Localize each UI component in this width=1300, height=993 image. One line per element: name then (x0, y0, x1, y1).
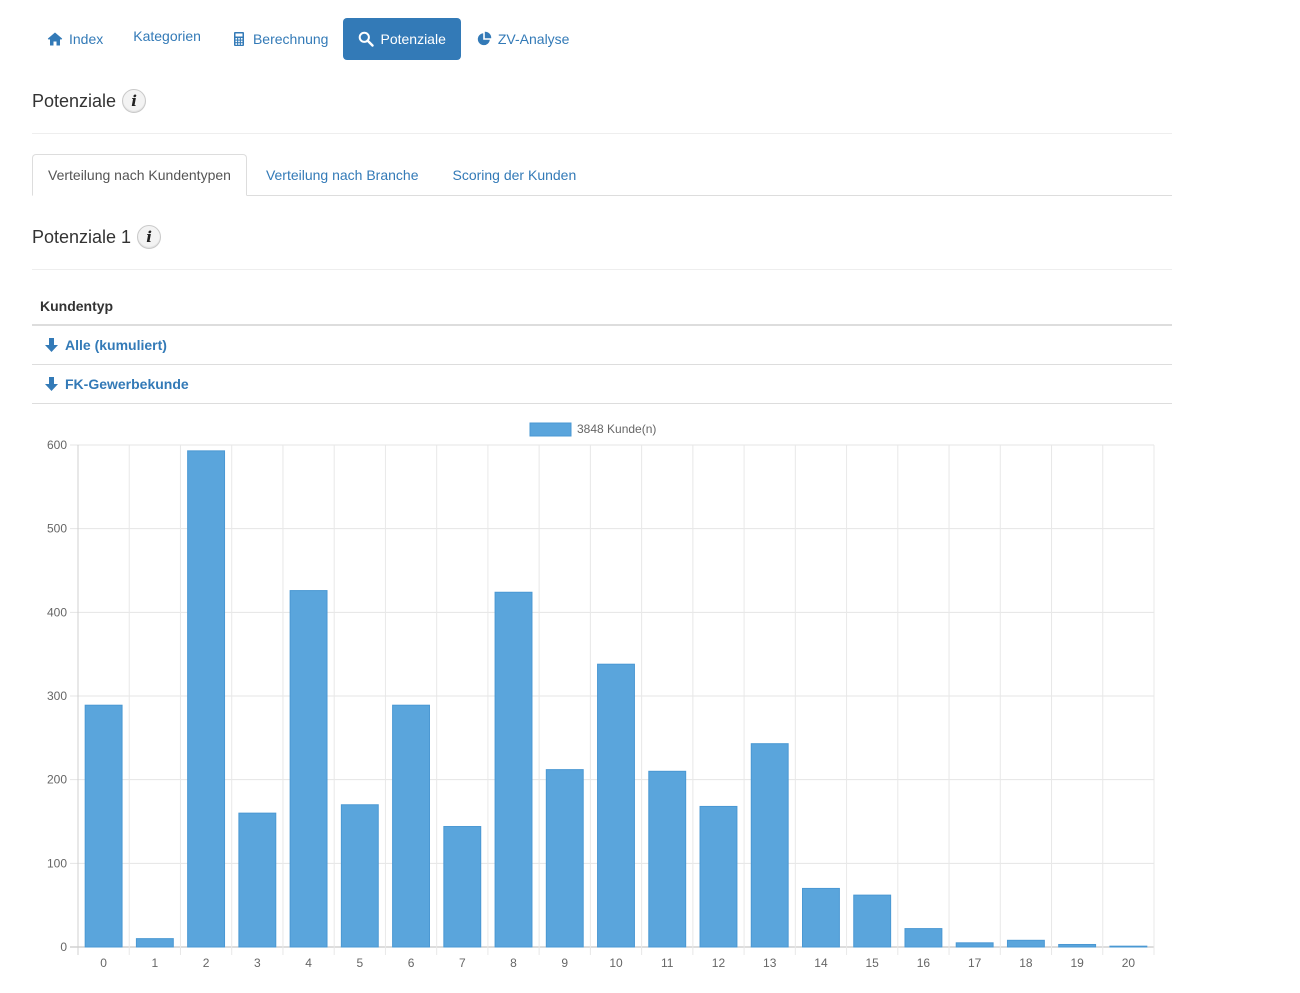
kundentyp-table: Kundentyp Alle (kumuliert) FK-Gewerbekun… (32, 288, 1172, 404)
tab-bar: Verteilung nach Kundentypen Verteilung n… (32, 154, 1172, 196)
x-tick-label: 19 (1070, 956, 1084, 970)
bar (289, 590, 328, 948)
bar (443, 826, 482, 948)
x-tick-label: 17 (968, 956, 982, 970)
section-title-text: Potenziale 1 (32, 226, 132, 247)
x-tick-label: 11 (661, 956, 674, 970)
tab-branche[interactable]: Verteilung nach Branche (265, 167, 419, 183)
y-tick-label: 600 (47, 438, 67, 452)
y-tick-label: 0 (60, 940, 67, 954)
y-tick-label: 100 (47, 856, 67, 870)
nav-index[interactable]: Index (32, 18, 118, 60)
bar (699, 805, 738, 948)
bar (392, 704, 430, 948)
bar (853, 894, 892, 948)
x-tick-label: 20 (1122, 956, 1136, 970)
x-tick-label: 14 (814, 956, 828, 970)
arrow-down-icon (44, 337, 59, 353)
table-row[interactable]: FK-Gewerbekunde (32, 365, 1172, 404)
x-tick-label: 8 (510, 956, 517, 970)
nav-berechnung[interactable]: Berechnung (216, 18, 344, 60)
home-icon (47, 31, 63, 47)
bar (955, 942, 994, 948)
x-tick-label: 7 (459, 956, 466, 970)
table-row[interactable]: Alle (kumuliert) (32, 326, 1172, 365)
bar (597, 663, 635, 948)
divider (32, 269, 1172, 270)
nav-zv-analyse-label: ZV-Analyse (497, 31, 570, 47)
nav-kategorien-label: Kategorien (133, 28, 201, 44)
info-icon[interactable]: i (122, 89, 147, 113)
legend-label: 3848 Kunde(n) (577, 422, 656, 436)
y-tick-label: 500 (47, 522, 67, 536)
bar (494, 591, 533, 948)
x-tick-label: 12 (712, 956, 726, 970)
x-tick-label: 3 (254, 956, 261, 970)
x-tick-label: 5 (356, 956, 363, 970)
tab-scoring[interactable]: Scoring der Kunden (452, 167, 577, 183)
page-title: Potenziale i (32, 89, 147, 113)
bar (187, 450, 226, 948)
nav-berechnung-label: Berechnung (252, 31, 329, 47)
x-tick-label: 18 (1019, 956, 1033, 970)
top-nav: Index Kategorien Berechnung Potenziale (32, 18, 584, 60)
info-icon[interactable]: i (137, 225, 162, 249)
y-tick-label: 200 (47, 773, 67, 787)
bar (545, 769, 584, 948)
bar (84, 704, 123, 948)
legend-swatch (529, 422, 572, 437)
nav-kategorien[interactable]: Kategorien (118, 18, 216, 60)
pie-chart-icon (476, 31, 492, 47)
calculator-icon (231, 31, 247, 47)
bar (135, 938, 174, 948)
table-header: Kundentyp (32, 288, 1172, 326)
bar (1006, 939, 1045, 948)
bar (1058, 943, 1097, 948)
x-tick-label: 2 (203, 956, 210, 970)
bar (750, 743, 789, 948)
y-tick-label: 400 (47, 605, 67, 619)
bar (904, 928, 943, 948)
table-row-label: Alle (kumuliert) (65, 337, 167, 353)
x-tick-label: 0 (100, 956, 107, 970)
bar (238, 812, 277, 948)
nav-zv-analyse[interactable]: ZV-Analyse (461, 18, 585, 60)
page-title-text: Potenziale (32, 90, 117, 111)
x-tick-label: 4 (305, 956, 312, 970)
tab-kundentypen[interactable]: Verteilung nach Kundentypen (32, 154, 247, 196)
nav-potenziale-label: Potenziale (380, 31, 446, 47)
x-tick-label: 10 (609, 956, 623, 970)
bar (802, 887, 840, 948)
y-tick-label: 300 (47, 689, 67, 703)
bar (648, 770, 687, 948)
x-tick-label: 6 (408, 956, 415, 970)
bar (1109, 945, 1148, 948)
divider (32, 133, 1172, 134)
x-tick-label: 13 (763, 956, 777, 970)
x-tick-label: 9 (561, 956, 568, 970)
arrow-down-icon (44, 376, 59, 392)
x-tick-label: 15 (866, 956, 880, 970)
x-tick-label: 1 (152, 956, 159, 970)
x-tick-label: 16 (917, 956, 931, 970)
table-row-label: FK-Gewerbekunde (65, 376, 189, 392)
search-icon (358, 31, 375, 47)
nav-potenziale[interactable]: Potenziale (343, 18, 461, 60)
bar (340, 804, 379, 948)
table-header-label: Kundentyp (40, 298, 114, 314)
nav-index-label: Index (69, 31, 104, 47)
section-title: Potenziale 1 i (32, 225, 162, 249)
